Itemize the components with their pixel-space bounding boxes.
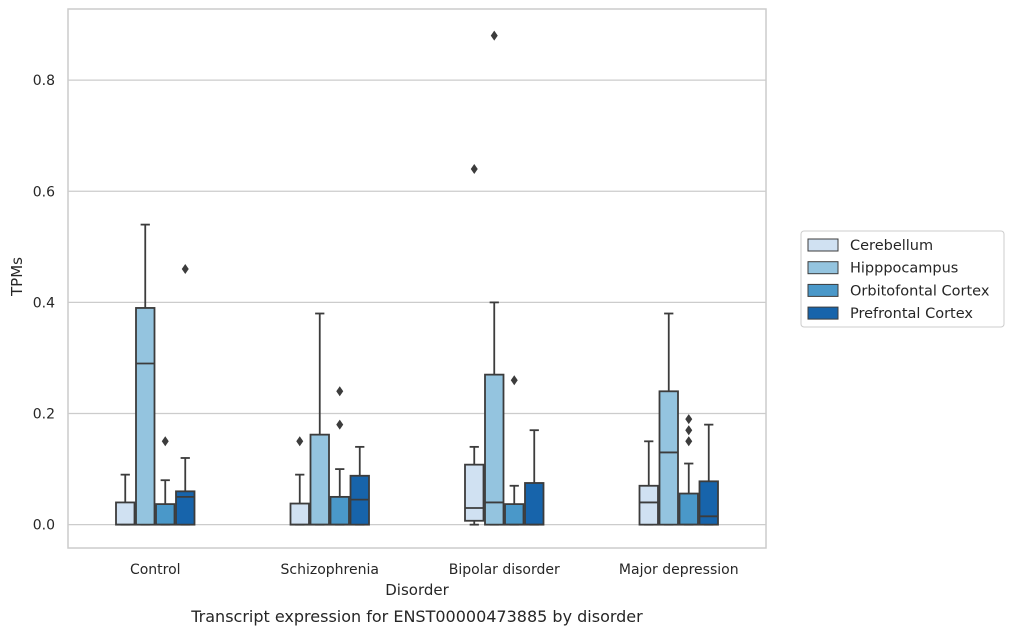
box-plot-series bbox=[115, 30, 719, 526]
box bbox=[484, 30, 505, 526]
box bbox=[524, 429, 545, 526]
box-iqr bbox=[698, 480, 719, 526]
box bbox=[678, 414, 699, 526]
outlier-point bbox=[161, 436, 169, 447]
legend-swatch bbox=[807, 306, 839, 320]
chart-caption: Transcript expression for ENST0000047388… bbox=[190, 607, 643, 626]
x-axis-ticks: Control Schizophrenia Bipolar disorder Majo… bbox=[130, 562, 739, 578]
plot-frame bbox=[67, 8, 767, 549]
box-iqr bbox=[329, 495, 350, 526]
x-tick-label: Bipolar disorder bbox=[449, 562, 560, 578]
box-iqr bbox=[504, 503, 525, 526]
box-iqr bbox=[678, 492, 699, 526]
y-axis-label: TPMs bbox=[8, 257, 26, 297]
box-iqr bbox=[155, 503, 176, 526]
legend-item: Cerebellum bbox=[807, 238, 933, 254]
series-cerebellum bbox=[115, 164, 659, 526]
series-orbitofontal-cortex bbox=[155, 375, 699, 526]
legend-label: Orbitofontal Cortex bbox=[850, 283, 990, 299]
legend-item: Orbitofontal Cortex bbox=[807, 283, 990, 299]
box bbox=[329, 386, 350, 526]
box-iqr bbox=[484, 373, 505, 526]
series-hipppocampus bbox=[135, 30, 679, 526]
outlier-point bbox=[685, 425, 693, 436]
y-tick-label: 0.4 bbox=[33, 295, 55, 311]
x-tick-label: Major depression bbox=[619, 562, 739, 578]
outlier-point bbox=[296, 436, 304, 447]
outlier-point bbox=[685, 436, 693, 447]
box-iqr bbox=[464, 463, 485, 522]
outlier-point bbox=[336, 386, 344, 397]
box bbox=[658, 312, 679, 526]
outlier-point bbox=[685, 414, 693, 425]
y-tick-label: 0.8 bbox=[33, 73, 55, 89]
x-tick-label: Control bbox=[130, 562, 181, 578]
box-iqr bbox=[638, 484, 659, 526]
y-tick-label: 0.6 bbox=[33, 184, 55, 200]
legend-frame bbox=[800, 230, 1005, 328]
legend-item: Prefrontal Cortex bbox=[807, 306, 973, 322]
box-iqr bbox=[658, 390, 679, 526]
legend: Cerebellum Hipppocampus Orbitofontal Corte… bbox=[800, 230, 1005, 328]
outlier-point bbox=[510, 375, 518, 386]
outlier-point bbox=[490, 30, 498, 41]
y-tick-label: 0.0 bbox=[33, 518, 55, 534]
x-tick-label: Schizophrenia bbox=[281, 562, 379, 578]
box bbox=[504, 375, 525, 526]
x-axis-label: Disorder bbox=[385, 581, 449, 599]
box-iqr bbox=[289, 502, 310, 526]
box bbox=[155, 436, 176, 526]
box bbox=[135, 223, 156, 526]
box bbox=[115, 473, 136, 526]
box bbox=[464, 164, 485, 526]
box bbox=[349, 445, 370, 526]
box-iqr bbox=[524, 482, 545, 526]
box-iqr bbox=[135, 307, 156, 526]
y-axis-ticks: 0.0 0.2 0.4 0.6 0.8 bbox=[33, 73, 55, 534]
outlier-point bbox=[181, 264, 189, 275]
box bbox=[698, 423, 719, 526]
box-iqr bbox=[175, 490, 196, 526]
outlier-point bbox=[470, 164, 478, 175]
box bbox=[175, 264, 196, 526]
box bbox=[289, 436, 310, 526]
y-tick-label: 0.2 bbox=[33, 407, 55, 423]
box-iqr bbox=[309, 433, 330, 526]
legend-swatch bbox=[807, 261, 839, 275]
outlier-point bbox=[336, 419, 344, 430]
legend-label: Prefrontal Cortex bbox=[850, 306, 973, 322]
legend-label: Cerebellum bbox=[850, 238, 933, 254]
box bbox=[309, 312, 330, 526]
legend-item: Hipppocampus bbox=[807, 261, 958, 277]
box bbox=[638, 440, 659, 526]
legend-swatch bbox=[807, 283, 839, 297]
series-prefrontal-cortex bbox=[175, 264, 719, 526]
legend-swatch bbox=[807, 238, 839, 252]
legend-label: Hipppocampus bbox=[850, 261, 958, 277]
box-iqr bbox=[115, 501, 136, 526]
